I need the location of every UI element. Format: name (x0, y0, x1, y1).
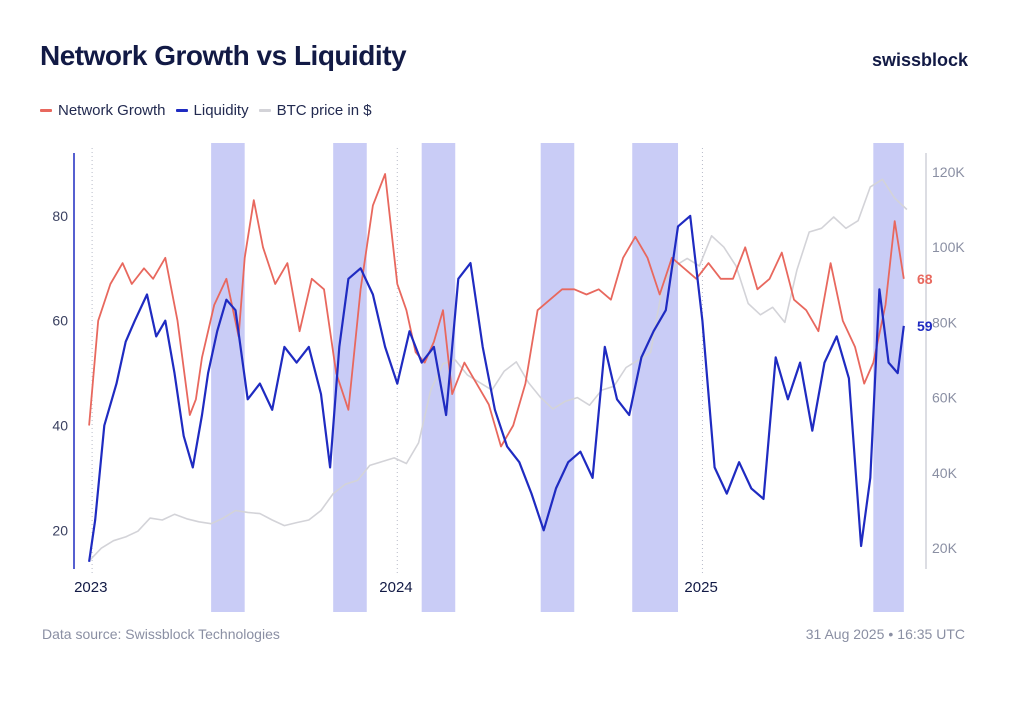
series-line-network-growth (88, 173, 905, 448)
shaded-period-4 (632, 143, 679, 612)
shaded-periods (211, 143, 904, 612)
legend-item-network-growth[interactable]: Network Growth (40, 102, 166, 119)
series-lines (88, 173, 908, 562)
legend-swatch-liquidity (175, 109, 188, 112)
y-left-tick-3: 80 (52, 208, 68, 224)
timestamp-date: 31 Aug 2025 (805, 626, 885, 642)
legend-item-liquidity[interactable]: Liquidity (175, 102, 249, 119)
timestamp-time: 16:35 UTC (897, 626, 965, 642)
axis-labels: 20 40 60 80 20K 40K 60K 80K 100K 120K 2023 2024 2025… (52, 164, 965, 596)
series-line-liquidity (88, 214, 905, 562)
legend-swatch-btc-price (258, 109, 271, 112)
y-right-tick-2: 60K (932, 390, 958, 406)
x-tick-0: 2023 (74, 579, 107, 596)
shaded-period-5 (873, 143, 904, 612)
timestamp: 31 Aug 2025 • 16:35 UTC (760, 626, 965, 642)
legend: Network Growth Liquidity BTC price in $ (40, 102, 382, 119)
end-label-0: 68 (917, 271, 933, 287)
legend-label-network-growth: Network Growth (58, 102, 166, 119)
separator-dot: • (888, 626, 894, 642)
brand-logo: swissblock (872, 50, 969, 70)
data-source: Data source: Swissblock Technologies (42, 626, 280, 642)
y-right-tick-3: 80K (932, 314, 958, 330)
y-left-tick-2: 60 (52, 313, 68, 329)
shaded-period-3 (540, 143, 575, 612)
shaded-period-0 (211, 143, 245, 612)
end-label-1: 59 (917, 318, 933, 334)
legend-item-btc-price[interactable]: BTC price in $ (258, 102, 372, 119)
y-right-tick-4: 100K (932, 239, 965, 255)
x-tick-1: 2024 (379, 579, 412, 596)
chart-title: Network Growth vs Liquidity (40, 40, 407, 71)
y-right-tick-0: 20K (932, 540, 958, 556)
y-left-tick-0: 20 (52, 522, 68, 538)
legend-label-btc-price: BTC price in $ (276, 102, 372, 119)
shaded-period-1 (333, 143, 367, 612)
axes (73, 153, 927, 569)
legend-swatch-network-growth (40, 109, 52, 112)
y-right-tick-5: 120K (932, 164, 965, 180)
y-left-tick-1: 40 (52, 418, 68, 434)
series-line-btc-price-in (88, 178, 908, 562)
y-right-tick-1: 40K (932, 465, 958, 481)
x-tick-2: 2025 (684, 579, 717, 596)
legend-label-liquidity: Liquidity (193, 102, 249, 119)
